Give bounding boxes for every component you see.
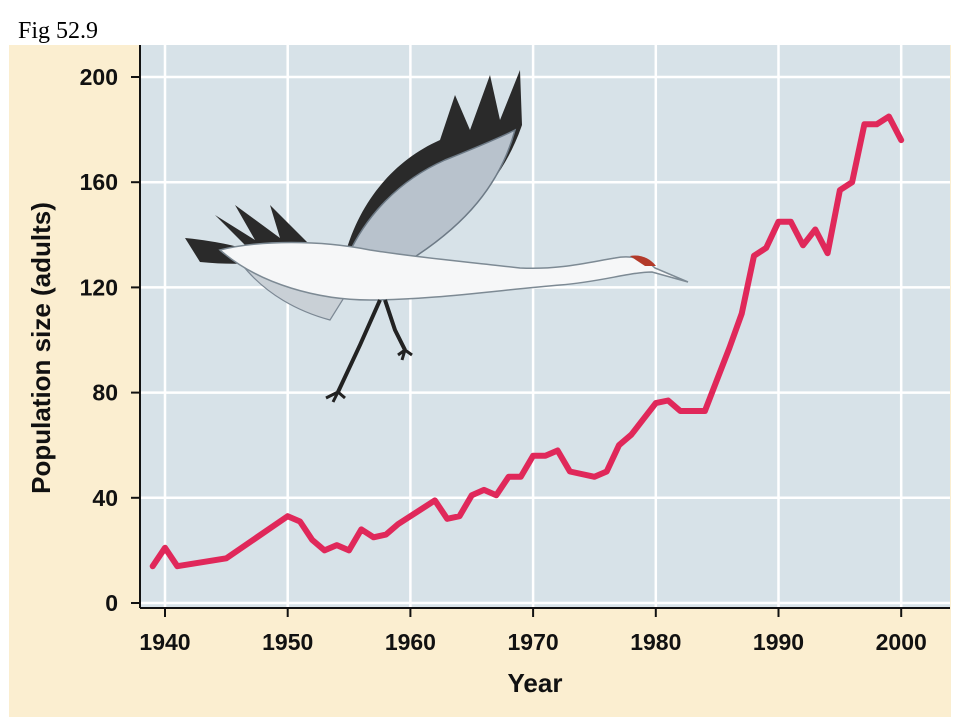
figure-label: Fig 52.9 (18, 18, 99, 44)
x-tick-label-1: 1950 (262, 629, 313, 655)
x-tick-label-3: 1970 (508, 629, 559, 655)
x-tick-label-4: 1980 (630, 629, 681, 655)
y-tick-label-5: 200 (80, 64, 118, 90)
y-tick-label-1: 40 (92, 485, 118, 511)
series-line-0 (149, 113, 905, 570)
crane-head-mark (630, 255, 656, 266)
crane-foot-front (397, 348, 413, 361)
x-tick-label-0: 1940 (139, 629, 190, 655)
x-axis-title: Year (508, 668, 563, 698)
x-tick-label-2: 1960 (385, 629, 436, 655)
y-tick-label-0: 0 (105, 590, 118, 616)
y-tick-label-4: 160 (80, 169, 118, 195)
axes (131, 45, 950, 617)
crane-upper-wing (343, 128, 517, 263)
x-tick-label-5: 1990 (753, 629, 804, 655)
x-tick-label-6: 2000 (876, 629, 927, 655)
crane-leg-back (336, 299, 382, 393)
crane-foot-back (325, 388, 346, 403)
y-axis-title: Population size (adults) (26, 202, 56, 494)
y-tick-label-2: 80 (92, 380, 118, 406)
plot-area (140, 45, 950, 608)
tick-labels: 1940 1950 1960 1970 1980 1990 2000 0 40 80 120 160 2… (80, 64, 927, 655)
crane-leg-front (383, 299, 407, 351)
y-tick-label-3: 120 (80, 274, 118, 300)
grid-lines (140, 45, 950, 608)
series-layer (149, 113, 905, 570)
crane-illustration (185, 70, 689, 403)
